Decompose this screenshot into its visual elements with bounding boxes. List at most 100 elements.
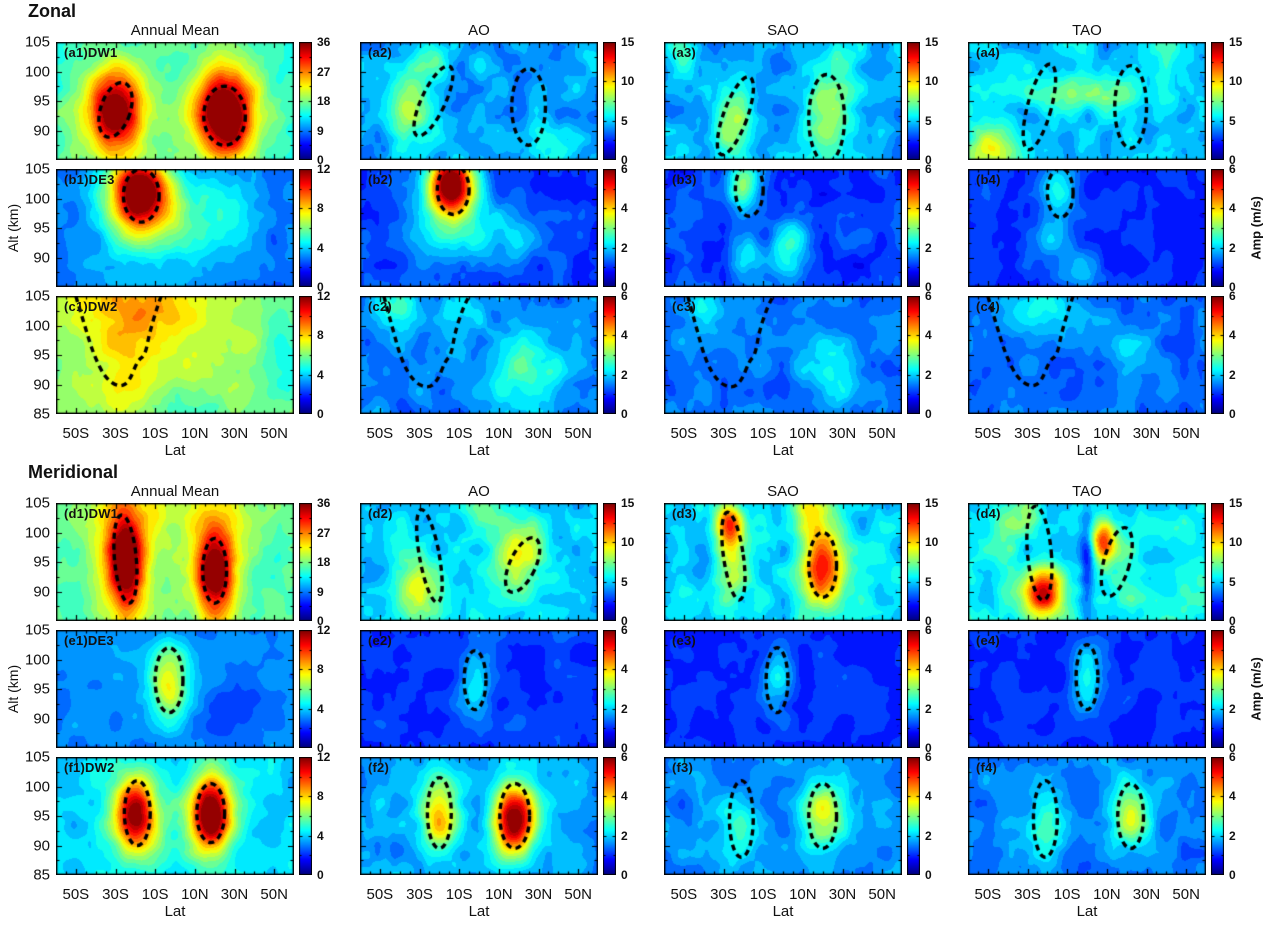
colorbar-units-label: Amp (m/s)	[1248, 657, 1264, 721]
colorbar-zone-a1: 0 9 18 27 36	[299, 36, 338, 166]
colorbar-tick-label: 12	[317, 162, 331, 176]
x-tick-label: 50N	[564, 886, 592, 903]
colorbar-labels-f2: 0 2 4 6	[616, 751, 642, 881]
colorbar-zone-c4: 0 2 4 6	[1211, 290, 1250, 420]
colorbar-tick-label: 6	[621, 750, 628, 764]
heatmap-canvas-e4	[968, 630, 1206, 748]
colorbar-labels-b4: 0 2 4 6	[1224, 163, 1250, 293]
colorbar-tick-label: 2	[1229, 367, 1236, 382]
x-tick-label: 50N	[1172, 886, 1200, 903]
y-tick-label: 105	[24, 621, 50, 639]
y-tick-label: 105	[24, 287, 50, 305]
colorbar-tick-label: 6	[925, 750, 932, 764]
x-tick-label: 50N	[260, 425, 288, 442]
plot-area-f4: (f4)	[968, 757, 1206, 875]
colorbar-tick-label: 5	[621, 113, 628, 128]
colorbar-tick-label: 10	[1229, 74, 1243, 89]
colorbar-labels-e1: 0 4 8 12	[312, 624, 338, 754]
heatmap-canvas-f4	[968, 757, 1206, 875]
heatmap-canvas-a3	[664, 42, 902, 160]
colorbar-tick-label: 27	[317, 525, 331, 540]
colorbar-tick-label: 6	[1229, 623, 1236, 637]
section-meridional: Meridional Annual Mean (d1)DW1 105 100 95 90 0 9…	[0, 461, 1270, 922]
x-tick-label: 30S	[1014, 886, 1041, 903]
x-tick-label: 50S	[974, 425, 1002, 442]
colorbar-tick-label: 12	[317, 623, 331, 637]
y-tick-label: 105	[24, 33, 50, 51]
colorbar-zone-a3: 0 5 10 15	[907, 36, 946, 166]
y-tick-label: 95	[33, 92, 50, 110]
colorbar-tick-label: 2	[1229, 240, 1236, 255]
y-tick-label: 105	[24, 494, 50, 512]
colorbar-tick-label: 0	[317, 868, 324, 882]
colorbar-c1	[299, 296, 312, 414]
column-ao: AO (d2) 0 5 10 15 (e2) 0 2 4 6 (f2) 0 2 4 6 50S 30S 10S 10N…	[338, 483, 642, 922]
x-tick-label: 10N	[485, 425, 513, 442]
colorbar-labels-a2: 0 5 10 15	[616, 36, 642, 166]
colorbar-labels-d1: 0 9 18 27 36	[312, 497, 338, 627]
colorbar-zone-b3: 0 2 4 6	[907, 163, 946, 293]
x-tick-label: 30S	[102, 425, 129, 442]
plot-area-d3: (d3)	[664, 503, 902, 621]
heatmap-canvas-d4	[968, 503, 1206, 621]
y-tick-label: 85	[33, 405, 50, 423]
plot-area-c3: (c3)	[664, 296, 902, 414]
colorbar-b3	[907, 169, 920, 287]
y-tick-label: 90	[33, 122, 50, 139]
plot-area-d1: (d1)DW1 105 100 95 90	[25, 495, 294, 621]
y-tick-label: 90	[33, 583, 50, 600]
panel-a3: (a3) 0 5 10 15	[664, 36, 946, 166]
y-tick-label: 105	[24, 160, 50, 178]
panel-grid: Annual Mean (a1)DW1 105 100 95 90 0 9 18 27 36 (b1)…	[0, 22, 1270, 461]
x-tick-label: 50N	[564, 425, 592, 442]
colorbar-units-label: Amp (m/s)	[1248, 196, 1264, 260]
x-tick-label: 10N	[789, 425, 817, 442]
panel-c4: (c4) 0 2 4 6	[968, 290, 1250, 420]
y-tick-label: 100	[24, 778, 50, 795]
heatmap-canvas-a2	[360, 42, 598, 160]
colorbar-b2	[603, 169, 616, 287]
colorbar-labels-c2: 0 2 4 6	[616, 290, 642, 420]
x-tick-label: 10N	[1093, 425, 1121, 442]
column-title: SAO	[767, 22, 799, 39]
colorbar-tick-label: 0	[1229, 868, 1236, 882]
colorbar-tick-label: 0	[317, 741, 324, 755]
column-title: TAO	[1072, 22, 1102, 39]
panel-a2: (a2) 0 5 10 15	[360, 36, 642, 166]
colorbar-zone-c3: 0 2 4 6	[907, 290, 946, 420]
colorbar-tick-label: 0	[925, 868, 932, 882]
plot-area-a2: (a2)	[360, 42, 598, 160]
column-tao: TAO (a4) 0 5 10 15 (b4) 0 2 4 6 (c4) 0 2 4 6 50S 30S 10S 10…	[946, 22, 1250, 461]
plot-area-a3: (a3)	[664, 42, 902, 160]
colorbar-zone-f3: 0 2 4 6	[907, 751, 946, 881]
column-sao: SAO (a3) 0 5 10 15 (b3) 0 2 4 6 (c3) 0 2 4 6 50S 30S 10S 10…	[642, 22, 946, 461]
heatmap-canvas-a4	[968, 42, 1206, 160]
colorbar-tick-label: 6	[925, 623, 932, 637]
colorbar-tick-label: 8	[317, 328, 324, 343]
colorbar-tick-label: 0	[1229, 741, 1236, 755]
panel-e3: (e3) 0 2 4 6	[664, 624, 946, 754]
colorbar-zone-d2: 0 5 10 15	[603, 497, 642, 627]
colorbar-d1	[299, 503, 312, 621]
x-tick-label: 50S	[670, 425, 698, 442]
colorbar-labels-f1: 0 4 8 12	[312, 751, 338, 881]
heatmap-canvas-e3	[664, 630, 902, 748]
colorbar-b1	[299, 169, 312, 287]
x-tick-label: 10S	[141, 886, 169, 903]
plot-area-b1: (b1)DE3 105 100 95 90	[25, 161, 294, 287]
heatmap-canvas-e2	[360, 630, 598, 748]
colorbar-c2	[603, 296, 616, 414]
colorbar-a1	[299, 42, 312, 160]
heatmap-canvas-a1	[56, 42, 294, 160]
colorbar-zone-a4: 0 5 10 15	[1211, 36, 1250, 166]
colorbar-tick-label: 18	[317, 94, 331, 108]
colorbar-tick-label: 15	[925, 35, 939, 49]
column-sao: SAO (d3) 0 5 10 15 (e3) 0 2 4 6 (f3) 0 2 4 6 50S 30S 10S 10…	[642, 483, 946, 922]
x-tick-label: 50N	[1172, 425, 1200, 442]
panel-f4: (f4) 0 2 4 6	[968, 751, 1250, 881]
panel-b2: (b2) 0 2 4 6	[360, 163, 642, 293]
colorbar-zone-b1: 0 4 8 12	[299, 163, 338, 293]
plot-area-b2: (b2)	[360, 169, 598, 287]
column-tao: TAO (d4) 0 5 10 15 (e4) 0 2 4 6 (f4) 0 2 4 6 50S 30S 10S 10…	[946, 483, 1250, 922]
colorbar-tick-label: 6	[1229, 750, 1236, 764]
